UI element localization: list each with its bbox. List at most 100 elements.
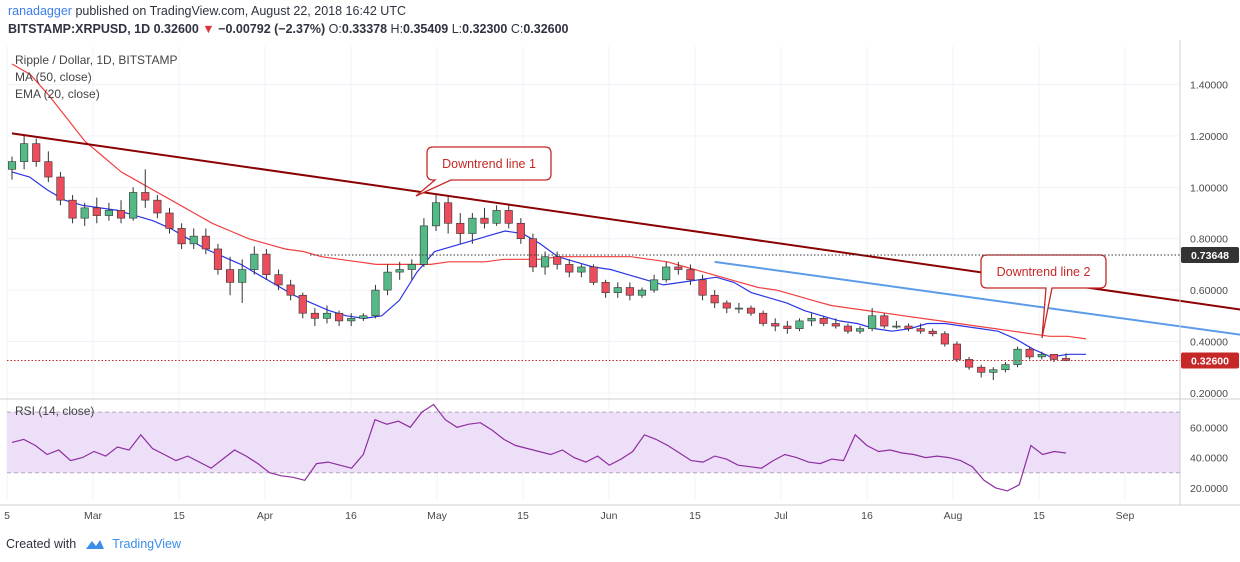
price-tick-label: 0.20000 [1190, 388, 1228, 400]
candle-body [480, 217, 489, 224]
candle-body [274, 274, 283, 286]
candle [904, 323, 913, 332]
close-value: 0.32600 [523, 22, 569, 36]
symbol-name: BITSTAMP:XRPUSD, 1D [8, 22, 151, 36]
candle-body [1049, 354, 1058, 360]
candle-body [7, 161, 17, 170]
candle-body [589, 266, 598, 283]
time-tick-label: Jun [601, 510, 618, 522]
candle-body [807, 318, 816, 322]
price-change: −0.00792 (−2.37%) [218, 22, 326, 36]
candle-body [565, 264, 574, 273]
candle-body [601, 282, 610, 293]
candle [734, 302, 743, 314]
candle [262, 248, 271, 280]
candle [56, 171, 65, 206]
candle [383, 264, 392, 296]
price-tick-label: 1.40000 [1190, 80, 1228, 92]
candle [577, 264, 586, 278]
candle [928, 328, 937, 337]
candle-body [722, 302, 731, 309]
candle [952, 341, 962, 363]
candle [637, 287, 647, 298]
candle-body [104, 210, 113, 216]
candle-body [468, 217, 477, 234]
candle [371, 284, 380, 319]
candle-body [383, 271, 392, 291]
candle-body [250, 253, 259, 270]
price-level-label: 0.32600 [1181, 352, 1239, 369]
candle [771, 318, 780, 332]
candle-body [92, 207, 101, 216]
candle [238, 259, 247, 303]
candle-body [734, 307, 743, 310]
candle [698, 274, 707, 301]
low-label: L: [451, 22, 463, 36]
candle-body [1025, 348, 1034, 358]
candle [807, 313, 816, 327]
rsi-tick-label: 60.0000 [1190, 422, 1228, 434]
candle-body [541, 256, 550, 268]
candle [650, 274, 659, 293]
candle [528, 233, 537, 273]
candle-body [662, 266, 671, 281]
candle [129, 187, 138, 221]
candle-body [843, 325, 852, 332]
candle [68, 195, 77, 224]
time-tick-label: 15 [689, 510, 701, 522]
candle [213, 243, 223, 275]
candle [783, 320, 792, 334]
price-tick-label: 0.60000 [1190, 285, 1228, 297]
candle-body [698, 279, 707, 296]
candle [759, 310, 768, 327]
candle-body [892, 325, 901, 328]
candle-body [577, 266, 586, 273]
candle-body [80, 207, 89, 219]
candle-body [407, 264, 416, 270]
price-chart-svg[interactable]: 1.40000 1.20000 1.00000 0.80000 0.60000 0.400… [0, 38, 1240, 533]
symbol-ohlc-line: BITSTAMP:XRPUSD, 1D 0.32600 ▼ −0.00792 (… [8, 22, 569, 36]
time-tick-label: 15 [517, 510, 529, 522]
down-arrow-icon: ▼ [202, 22, 215, 36]
candle-body [795, 320, 804, 329]
candle-body [444, 202, 453, 224]
candle-body [44, 161, 53, 178]
candle [80, 202, 89, 226]
candle [553, 251, 562, 270]
candle-body [1061, 358, 1071, 361]
time-tick-label: Mar [84, 510, 103, 522]
candle [153, 195, 162, 219]
candle-body [116, 210, 126, 219]
candle-body [347, 318, 356, 322]
author-link[interactable]: ranadagger [8, 4, 72, 18]
candle [940, 331, 949, 347]
candle [335, 310, 344, 327]
candle-body [238, 269, 247, 283]
candle [431, 195, 441, 231]
candle [722, 300, 731, 314]
candle-body [68, 199, 77, 219]
rsi-band-fill [7, 412, 1180, 473]
candle-body [637, 289, 647, 296]
candle [189, 228, 198, 249]
candle [444, 195, 453, 234]
chart-area[interactable]: 1.40000 1.20000 1.00000 0.80000 0.60000 0.400… [0, 38, 1240, 538]
legend-ema: EMA (20, close) [15, 87, 100, 101]
publish-text: published on TradingView.com, August 22,… [75, 4, 406, 18]
candle-body [492, 210, 501, 224]
candle-body [213, 248, 223, 270]
candle-body [674, 266, 683, 270]
created-with-text: Created with [6, 537, 77, 551]
candle [177, 223, 186, 249]
candle [20, 135, 29, 170]
time-tick-label: Sep [1116, 510, 1135, 522]
candles [7, 135, 1071, 381]
candle-body [759, 312, 768, 324]
candle-body [419, 225, 428, 265]
tradingview-link[interactable]: TradingView [112, 537, 181, 551]
candle [977, 364, 986, 378]
candle [710, 290, 719, 309]
candle [965, 356, 974, 370]
candle-body [977, 366, 986, 373]
candle [419, 218, 428, 267]
